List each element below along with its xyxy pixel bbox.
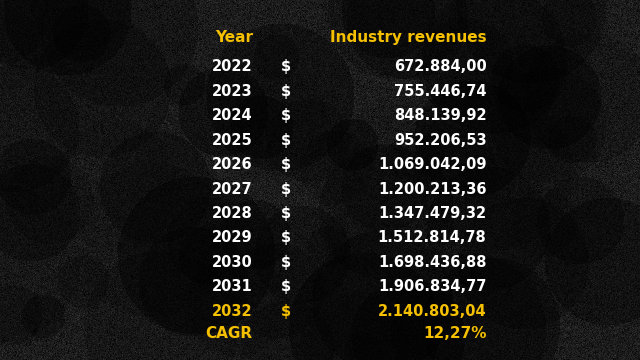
Text: Year: Year [215, 30, 253, 45]
Text: 1.698.436,88: 1.698.436,88 [378, 255, 486, 270]
Text: $: $ [281, 132, 291, 148]
Text: 2031: 2031 [212, 279, 253, 294]
Text: 12,27%: 12,27% [423, 325, 486, 341]
Text: $: $ [281, 181, 291, 197]
Text: Industry revenues: Industry revenues [330, 30, 486, 45]
Text: 1.347.479,32: 1.347.479,32 [378, 206, 486, 221]
Text: $: $ [281, 304, 291, 319]
Text: $: $ [281, 206, 291, 221]
Text: $: $ [281, 84, 291, 99]
Text: $: $ [281, 230, 291, 246]
Text: 2025: 2025 [212, 132, 253, 148]
Text: $: $ [281, 255, 291, 270]
Text: 2029: 2029 [212, 230, 253, 246]
Text: 2.140.803,04: 2.140.803,04 [378, 304, 486, 319]
Text: 2027: 2027 [212, 181, 253, 197]
Text: 672.884,00: 672.884,00 [394, 59, 486, 74]
Text: 848.139,92: 848.139,92 [394, 108, 486, 123]
Text: 1.906.834,77: 1.906.834,77 [378, 279, 486, 294]
Text: $: $ [281, 108, 291, 123]
Text: 952.206,53: 952.206,53 [394, 132, 486, 148]
Text: $: $ [281, 279, 291, 294]
Text: 2028: 2028 [212, 206, 253, 221]
Text: 2030: 2030 [212, 255, 253, 270]
Text: CAGR: CAGR [205, 325, 253, 341]
Text: 1.512.814,78: 1.512.814,78 [378, 230, 486, 246]
Text: 2024: 2024 [212, 108, 253, 123]
Text: 755.446,74: 755.446,74 [394, 84, 486, 99]
Text: $: $ [281, 157, 291, 172]
Text: 2026: 2026 [212, 157, 253, 172]
Text: 1.200.213,36: 1.200.213,36 [378, 181, 486, 197]
Text: 1.069.042,09: 1.069.042,09 [378, 157, 486, 172]
Text: 2032: 2032 [212, 304, 253, 319]
Text: 2023: 2023 [212, 84, 253, 99]
Text: 2022: 2022 [212, 59, 253, 74]
Text: $: $ [281, 59, 291, 74]
